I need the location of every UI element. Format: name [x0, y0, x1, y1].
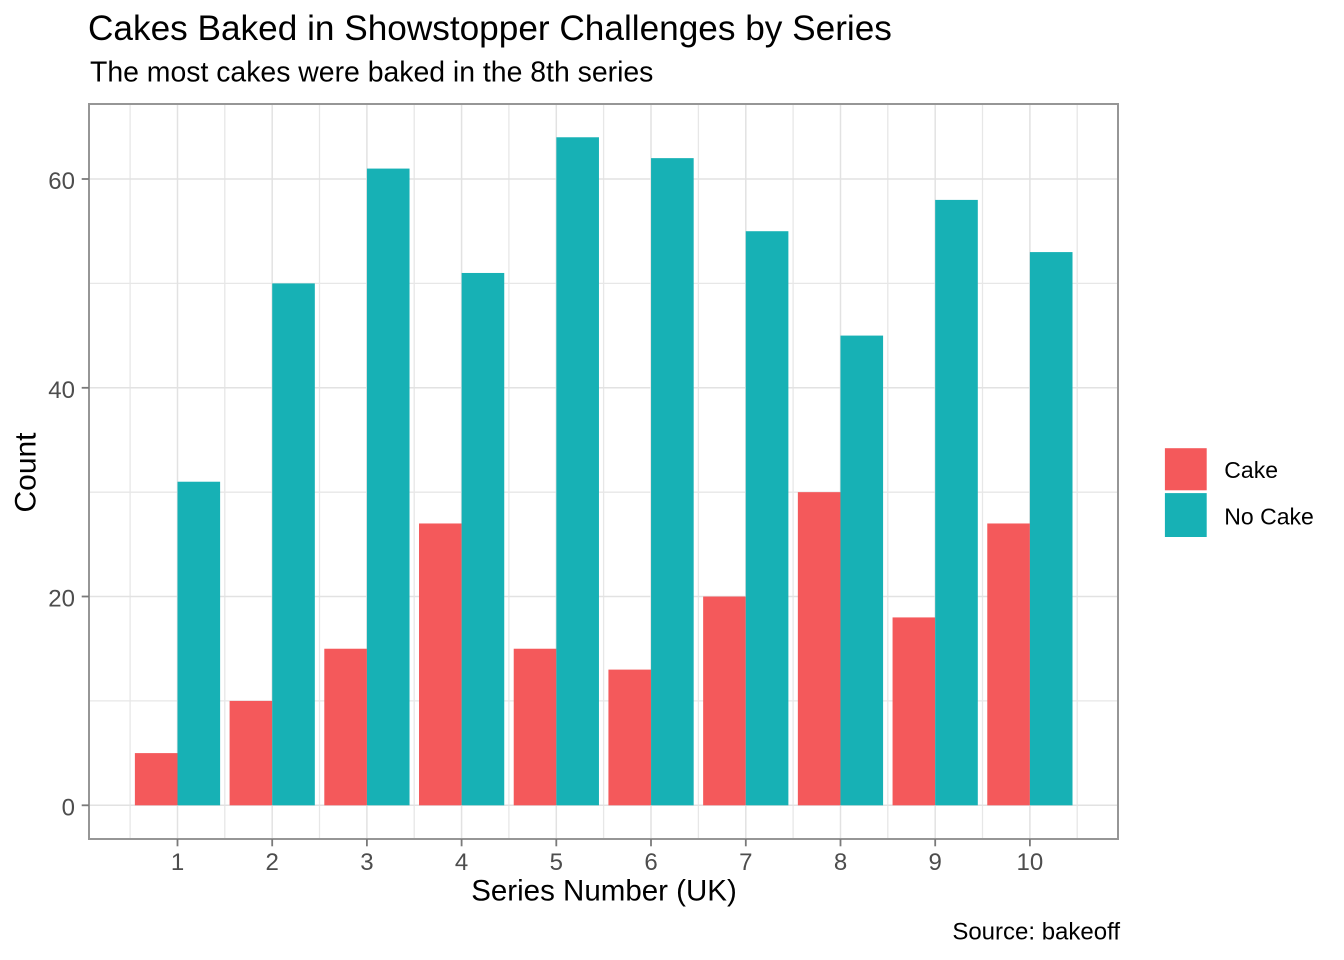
svg-text:20: 20 — [48, 586, 75, 613]
svg-text:3: 3 — [360, 849, 373, 876]
svg-text:10: 10 — [1017, 849, 1044, 876]
svg-text:5: 5 — [550, 849, 563, 876]
svg-text:40: 40 — [48, 377, 75, 404]
svg-text:2: 2 — [266, 849, 279, 876]
svg-text:Count: Count — [10, 432, 43, 513]
svg-text:8: 8 — [834, 849, 847, 876]
svg-text:Series Number (UK): Series Number (UK) — [471, 875, 737, 908]
svg-text:No Cake: No Cake — [1224, 504, 1313, 530]
svg-text:The most cakes were baked in t: The most cakes were baked in the 8th ser… — [90, 57, 653, 89]
svg-text:6: 6 — [644, 849, 657, 876]
svg-text:7: 7 — [739, 849, 752, 876]
svg-text:Cakes Baked in Showstopper Cha: Cakes Baked in Showstopper Challenges by… — [88, 9, 892, 48]
svg-text:9: 9 — [929, 849, 942, 876]
svg-text:Cake: Cake — [1224, 457, 1278, 483]
svg-text:4: 4 — [455, 849, 468, 876]
svg-text:Source: bakeoff: Source: bakeoff — [952, 919, 1120, 946]
svg-text:1: 1 — [171, 849, 184, 876]
svg-text:60: 60 — [48, 168, 75, 195]
svg-text:0: 0 — [62, 794, 75, 821]
